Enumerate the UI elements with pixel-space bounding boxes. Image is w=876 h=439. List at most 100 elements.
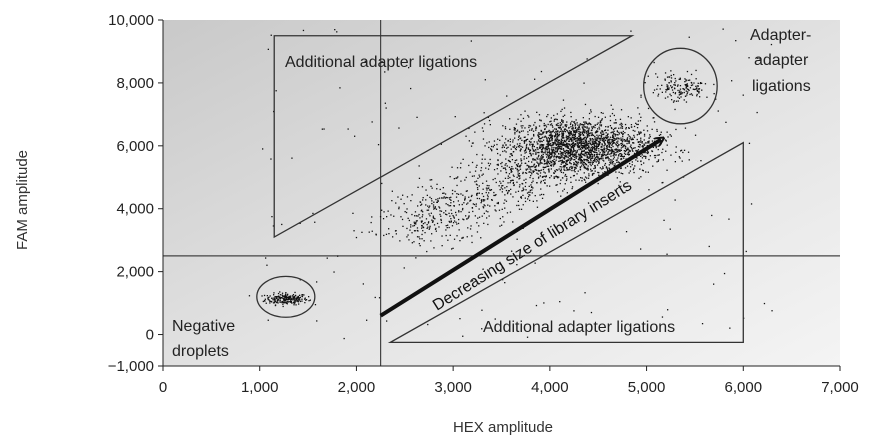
data-point xyxy=(263,294,266,297)
data-point xyxy=(523,136,525,138)
data-point xyxy=(519,184,521,186)
data-point xyxy=(448,220,450,223)
data-point xyxy=(294,297,296,300)
data-point xyxy=(617,134,619,136)
data-point xyxy=(296,296,298,298)
data-point xyxy=(301,298,303,300)
data-point xyxy=(410,224,412,226)
data-point xyxy=(494,205,496,207)
data-point xyxy=(410,200,412,202)
data-point xyxy=(579,162,582,164)
data-point xyxy=(293,301,295,303)
data-point xyxy=(564,131,567,133)
data-point xyxy=(586,155,588,157)
data-point xyxy=(474,131,476,133)
data-point xyxy=(549,158,551,160)
data-point xyxy=(535,165,538,167)
data-point xyxy=(514,131,516,134)
data-point xyxy=(641,169,644,171)
data-point xyxy=(515,148,517,151)
data-point xyxy=(550,153,552,156)
data-point xyxy=(570,159,572,161)
data-point xyxy=(414,215,416,217)
data-point xyxy=(581,123,583,126)
data-point xyxy=(581,163,583,165)
data-point xyxy=(597,160,599,162)
data-point xyxy=(538,140,540,142)
data-point xyxy=(415,223,417,225)
data-point xyxy=(690,73,693,76)
data-point xyxy=(528,126,530,129)
data-point xyxy=(679,90,681,92)
data-point xyxy=(572,144,574,146)
data-point xyxy=(630,124,633,126)
data-point xyxy=(560,153,562,155)
data-point xyxy=(545,163,547,165)
data-point xyxy=(451,166,453,168)
data-point xyxy=(637,160,639,162)
data-point xyxy=(534,78,536,80)
data-point xyxy=(674,92,677,94)
data-point xyxy=(553,155,555,157)
data-point xyxy=(633,142,635,144)
data-point xyxy=(416,236,419,238)
data-point xyxy=(579,146,581,148)
data-point xyxy=(527,168,529,170)
data-point xyxy=(661,316,664,318)
data-point xyxy=(494,194,496,197)
data-point xyxy=(598,141,601,143)
data-point xyxy=(580,157,582,159)
data-point xyxy=(510,153,513,155)
data-point xyxy=(566,137,568,139)
data-point xyxy=(476,197,478,200)
data-point xyxy=(555,143,558,146)
data-point xyxy=(471,235,473,237)
data-point xyxy=(618,154,620,156)
data-point xyxy=(620,158,622,161)
data-point xyxy=(522,171,524,174)
data-point xyxy=(410,226,412,228)
data-point xyxy=(546,131,548,133)
data-point xyxy=(686,70,689,73)
data-point xyxy=(583,161,586,163)
data-point xyxy=(552,160,555,162)
data-point xyxy=(530,155,532,157)
data-point xyxy=(607,136,609,138)
x-axis-label: HEX amplitude xyxy=(453,419,553,436)
data-point xyxy=(619,150,621,152)
data-point xyxy=(434,228,437,230)
data-point xyxy=(284,300,286,302)
data-point xyxy=(262,148,264,150)
data-point xyxy=(610,163,612,165)
data-point xyxy=(697,88,699,90)
data-point xyxy=(660,143,662,145)
data-point xyxy=(541,150,543,152)
data-point xyxy=(651,150,654,153)
data-point xyxy=(546,145,548,148)
data-point xyxy=(501,135,503,137)
data-point xyxy=(569,130,571,132)
data-point xyxy=(577,144,579,146)
data-point xyxy=(568,132,571,134)
data-point xyxy=(553,172,555,174)
data-point xyxy=(538,125,541,127)
data-point xyxy=(571,142,574,145)
data-point xyxy=(666,76,669,78)
data-points xyxy=(248,28,773,340)
data-point xyxy=(519,168,522,170)
data-point xyxy=(551,148,553,150)
data-point xyxy=(480,167,483,169)
data-point xyxy=(586,160,588,162)
data-point xyxy=(529,129,531,131)
data-point xyxy=(622,173,624,175)
data-point xyxy=(583,178,585,180)
data-point xyxy=(585,144,588,146)
data-point xyxy=(291,157,293,159)
data-point xyxy=(657,95,659,97)
data-point xyxy=(560,130,562,132)
data-point xyxy=(281,294,283,296)
data-point xyxy=(281,223,283,226)
data-point xyxy=(467,202,469,204)
data-point xyxy=(729,327,731,329)
data-point xyxy=(684,81,686,83)
